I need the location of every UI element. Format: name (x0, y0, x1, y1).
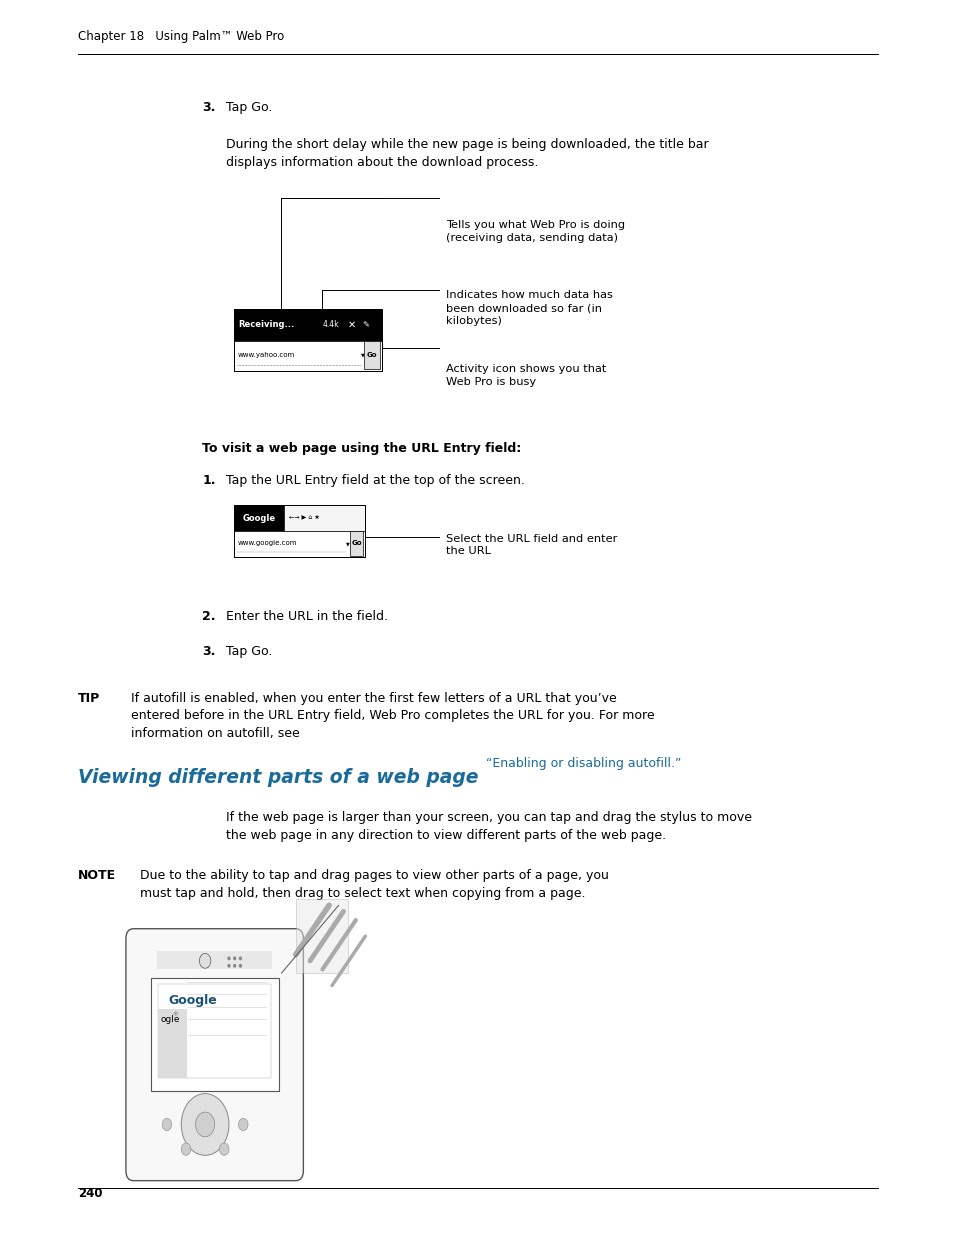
Text: 1.: 1. (202, 474, 215, 488)
Text: During the short delay while the new page is being downloaded, the title bar
dis: During the short delay while the new pag… (226, 138, 708, 169)
Text: ogle: ogle (160, 1015, 179, 1024)
Text: ▼: ▼ (360, 352, 364, 358)
Text: ▼: ▼ (346, 541, 350, 546)
Text: Enter the URL in the field.: Enter the URL in the field. (226, 610, 388, 624)
Circle shape (233, 957, 235, 960)
FancyBboxPatch shape (364, 341, 379, 369)
Circle shape (219, 1144, 229, 1156)
Text: If the web page is larger than your screen, you can tap and drag the stylus to m: If the web page is larger than your scre… (226, 811, 751, 842)
Circle shape (239, 957, 241, 960)
Circle shape (181, 1094, 229, 1156)
Circle shape (228, 965, 230, 967)
Text: “Enabling or disabling autofill.”: “Enabling or disabling autofill.” (485, 757, 680, 771)
Circle shape (162, 1119, 172, 1131)
Circle shape (195, 1112, 214, 1136)
Text: TIP: TIP (78, 692, 100, 705)
Text: Go: Go (366, 352, 377, 358)
Text: 240: 240 (78, 1187, 103, 1200)
Text: Activity icon shows you that
Web Pro is busy: Activity icon shows you that Web Pro is … (446, 364, 606, 387)
FancyBboxPatch shape (151, 978, 278, 1091)
Polygon shape (295, 899, 348, 973)
Text: Go: Go (351, 541, 362, 547)
FancyBboxPatch shape (283, 505, 365, 531)
Text: NOTE: NOTE (78, 869, 116, 883)
FancyBboxPatch shape (233, 341, 381, 370)
Text: ←→ ▶ ⌂ ★: ←→ ▶ ⌂ ★ (289, 515, 319, 521)
Circle shape (239, 965, 241, 967)
Text: Viewing different parts of a web page: Viewing different parts of a web page (78, 768, 478, 787)
Circle shape (228, 957, 230, 960)
Text: Tap the URL Entry field at the top of the screen.: Tap the URL Entry field at the top of th… (226, 474, 524, 488)
FancyBboxPatch shape (158, 984, 271, 1078)
Text: www.yahoo.com: www.yahoo.com (237, 352, 294, 358)
FancyBboxPatch shape (157, 951, 272, 969)
Text: 4.4k: 4.4k (322, 320, 338, 330)
FancyBboxPatch shape (350, 531, 363, 556)
Circle shape (181, 1144, 191, 1156)
FancyBboxPatch shape (233, 309, 381, 341)
Text: Tells you what Web Pro is doing
(receiving data, sending data): Tells you what Web Pro is doing (receivi… (446, 220, 625, 242)
Text: Indicates how much data has
been downloaded so far (in
kilobytes): Indicates how much data has been downloa… (446, 290, 613, 326)
Text: ✕: ✕ (347, 320, 355, 330)
Text: www.google.com: www.google.com (237, 541, 296, 547)
Circle shape (233, 965, 235, 967)
Text: Google: Google (242, 514, 275, 522)
Text: Tap Go.: Tap Go. (226, 645, 273, 658)
Text: Select the URL field and enter
the URL: Select the URL field and enter the URL (446, 534, 618, 556)
Text: 2.: 2. (202, 610, 215, 624)
Text: Tap Go.: Tap Go. (226, 101, 273, 115)
Text: *: * (172, 1011, 178, 1021)
Text: Google: Google (168, 994, 216, 1008)
Text: Due to the ability to tap and drag pages to view other parts of a page, you
must: Due to the ability to tap and drag pages… (140, 869, 608, 900)
Text: 3.: 3. (202, 645, 215, 658)
Text: If autofill is enabled, when you enter the first few letters of a URL that you’v: If autofill is enabled, when you enter t… (131, 692, 654, 740)
Text: ✎: ✎ (362, 320, 369, 330)
FancyBboxPatch shape (233, 505, 283, 531)
Text: 3.: 3. (202, 101, 215, 115)
FancyBboxPatch shape (158, 1009, 187, 1078)
Circle shape (238, 1119, 248, 1131)
Text: Receiving...: Receiving... (238, 320, 294, 330)
Text: To visit a web page using the URL Entry field:: To visit a web page using the URL Entry … (202, 442, 521, 456)
Text: Chapter 18   Using Palm™ Web Pro: Chapter 18 Using Palm™ Web Pro (78, 30, 284, 43)
Circle shape (199, 953, 211, 968)
FancyBboxPatch shape (126, 929, 303, 1181)
FancyBboxPatch shape (233, 531, 365, 557)
